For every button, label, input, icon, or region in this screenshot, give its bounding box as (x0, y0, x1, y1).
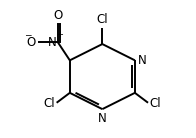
Text: N: N (98, 112, 107, 125)
Text: O: O (53, 9, 63, 22)
Text: O: O (26, 36, 36, 49)
Text: +: + (56, 30, 63, 39)
Text: Cl: Cl (150, 97, 162, 110)
Text: Cl: Cl (96, 13, 108, 26)
Text: N: N (137, 54, 146, 67)
Text: −: − (24, 30, 31, 39)
Text: Cl: Cl (43, 97, 55, 110)
Text: N: N (48, 36, 56, 49)
